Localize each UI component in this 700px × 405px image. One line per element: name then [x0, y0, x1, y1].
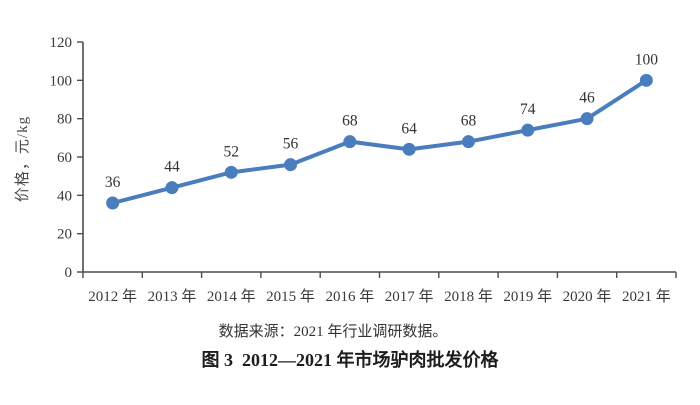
x-category-label: 2016 年	[325, 288, 374, 305]
data-point-label: 68	[461, 113, 477, 130]
x-category-label: 2013 年	[148, 288, 197, 305]
data-point	[343, 135, 357, 149]
x-category-label: 2012 年	[88, 288, 137, 305]
x-category-label: 2014 年	[207, 288, 256, 305]
data-source-note: 数据来源：2021 年行业调研数据。	[218, 324, 448, 340]
y-tick-label: 100	[50, 73, 73, 89]
data-point-label: 100	[635, 51, 659, 68]
data-point	[224, 165, 238, 179]
x-category-label: 2021 年	[622, 288, 671, 305]
y-tick-label: 120	[50, 35, 73, 51]
y-tick-label: 60	[57, 150, 72, 166]
data-point-label: 52	[224, 143, 240, 160]
y-tick-label: 20	[57, 227, 72, 243]
data-point-label: 64	[401, 120, 417, 137]
data-point-label: 68	[342, 113, 358, 130]
data-point	[106, 196, 120, 210]
data-point-label: 36	[105, 174, 121, 191]
y-tick-label: 0	[65, 265, 73, 281]
data-point	[402, 142, 416, 156]
data-point	[521, 123, 535, 137]
data-point-label: 44	[164, 159, 180, 176]
data-point	[639, 73, 653, 87]
figure-caption: 图 3 2012—2021 年市场驴肉批发价格	[201, 350, 499, 370]
price-series-line	[110, 78, 649, 205]
y-tick-label: 40	[57, 188, 72, 204]
x-category-label: 2020 年	[563, 288, 612, 305]
data-point	[461, 135, 475, 149]
data-point-label: 56	[283, 136, 299, 153]
data-point	[284, 158, 298, 172]
data-point	[165, 181, 179, 195]
x-category-label: 2017 年	[385, 288, 434, 305]
x-category-label: 2019 年	[503, 288, 552, 305]
x-category-label: 2018 年	[444, 288, 493, 305]
x-category-label: 2015 年	[266, 288, 315, 305]
y-axis-title: 价格，元/kg	[15, 115, 31, 203]
y-tick-label: 80	[57, 112, 72, 128]
data-point-label: 74	[520, 101, 536, 118]
data-point	[580, 112, 594, 126]
data-point-label: 46	[579, 90, 595, 107]
